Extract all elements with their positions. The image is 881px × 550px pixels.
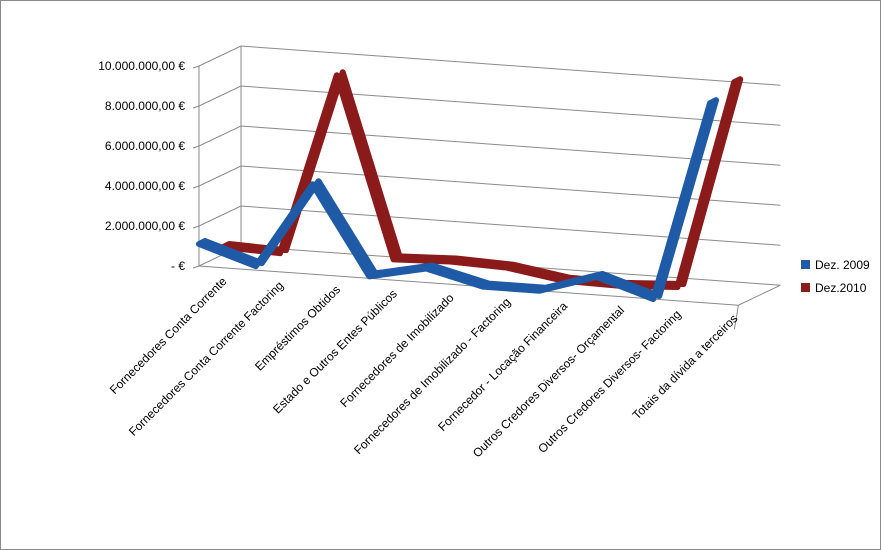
- data-point: [651, 297, 655, 301]
- data-point: [675, 285, 679, 289]
- legend: Dez. 2009 Dez.2010: [801, 258, 870, 295]
- data-point: [708, 101, 712, 105]
- y-tick-label: 4.000.000,00 €: [105, 179, 185, 193]
- data-point: [335, 73, 339, 77]
- data-point: [505, 266, 509, 270]
- x-tick-label: Totais da dívida a terceiros: [630, 311, 741, 422]
- y-axis-labels: - € 2.000.000,00 € 4.000.000,00 € 6.000.000…: [98, 59, 185, 273]
- legend-label-dez-2009: Dez. 2009: [815, 258, 870, 272]
- data-point: [424, 267, 428, 271]
- gridline: [192, 205, 781, 246]
- data-point: [367, 274, 371, 278]
- data-point: [732, 80, 736, 84]
- data-point: [481, 285, 485, 289]
- y-tick-label: 8.000.000,00 €: [105, 99, 185, 113]
- data-point: [392, 257, 396, 261]
- x-tick-label: Fornecedor - Locação Financeira: [435, 299, 570, 434]
- gridline: [192, 125, 781, 166]
- x-tick-label: Fornecedores Conta Corrente: [107, 274, 230, 397]
- gridline: [192, 45, 781, 86]
- data-point: [311, 182, 315, 186]
- data-point: [254, 264, 258, 268]
- gridlines: [192, 45, 781, 286]
- series-dez-2009: [196, 97, 719, 303]
- series-dez-2010: [220, 69, 744, 291]
- series-ribbon: [220, 69, 744, 291]
- y-tick-label: 6.000.000,00 €: [105, 139, 185, 153]
- data-point: [448, 260, 452, 264]
- legend-label-dez-2010: Dez.2010: [815, 281, 867, 295]
- floor-front-edge: [733, 305, 739, 330]
- y-tick-label: - €: [171, 259, 185, 273]
- gridline: [192, 165, 781, 206]
- y-tick-label: 10.000.000,00 €: [98, 59, 185, 73]
- x-tick-label: Fornecedores de Imobilizado: [337, 291, 457, 411]
- legend-swatch-dez-2009: [801, 260, 810, 269]
- chart-walls: [198, 46, 781, 330]
- data-point: [197, 242, 201, 246]
- data-point: [538, 289, 542, 293]
- gridline: [192, 85, 781, 126]
- y-tick-label: 2.000.000,00 €: [105, 219, 185, 233]
- x-tick-label: Estado e Outros Entes Públicos: [270, 287, 400, 417]
- legend-swatch-dez-2010: [801, 283, 810, 292]
- data-point: [594, 275, 598, 279]
- x-axis-labels: Fornecedores Conta Corrente Fornecedores …: [107, 274, 741, 460]
- data-point: [278, 251, 282, 255]
- series-ribbon: [196, 97, 719, 303]
